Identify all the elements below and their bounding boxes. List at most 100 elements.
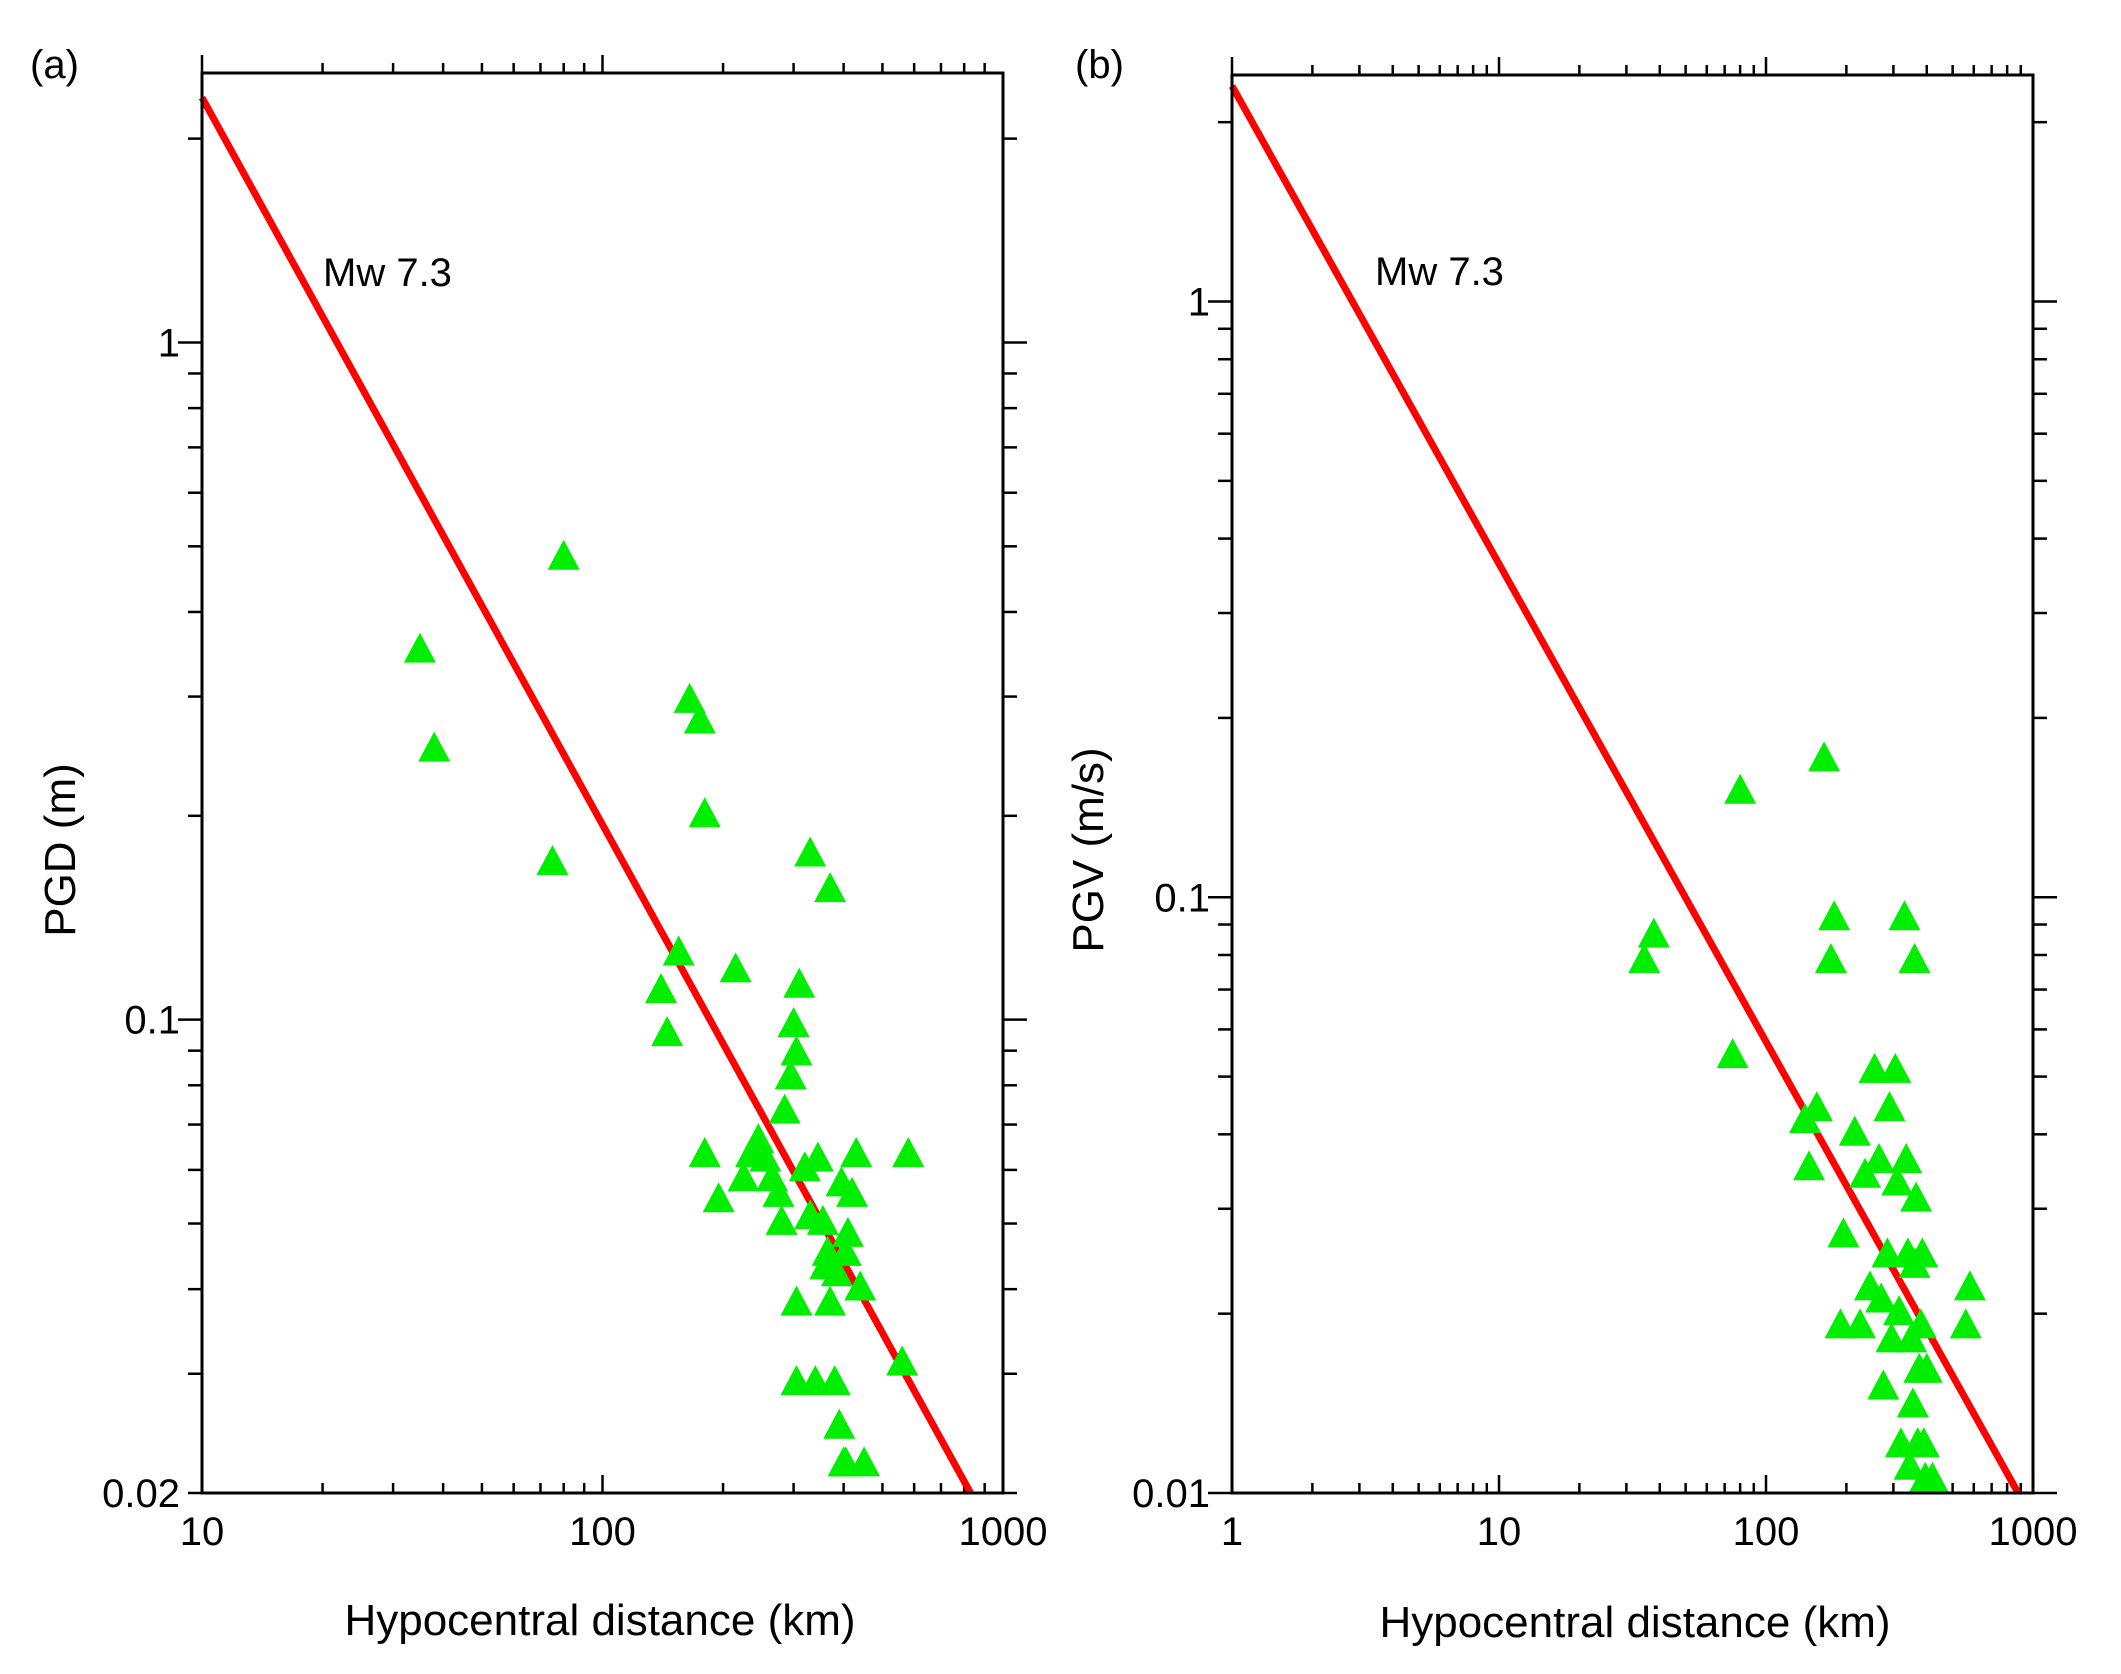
axis-ticks	[178, 55, 1027, 1495]
axes-frame	[1230, 73, 2035, 1495]
data-point-triangle	[840, 1136, 873, 1167]
data-point-triangle	[1893, 1449, 1926, 1480]
line-annotation: Mw 7.3	[1375, 250, 1504, 294]
data-point-triangle	[651, 1016, 684, 1047]
data-point-triangle	[403, 632, 436, 663]
data-point-triangle	[794, 836, 827, 867]
data-point-triangle	[673, 682, 706, 713]
data-point-triangle	[820, 1256, 853, 1287]
data-point-triangle	[892, 1136, 925, 1167]
data-point-triangle	[1910, 1352, 1943, 1383]
x-tick-label: 10	[1477, 1510, 1522, 1554]
y-tick-labels: 0.01 0.1 1	[1132, 281, 1210, 1516]
data-point-triangle	[777, 1007, 810, 1038]
data-point-triangle	[1881, 1165, 1914, 1196]
data-point-triangle	[1907, 1427, 1940, 1458]
data-point-triangle	[1637, 917, 1670, 948]
panel-b-pgv: 1 10 100 1000 0.01 0.1 1 Hypocentral distance…	[1064, 43, 2077, 1647]
data-point-triangle	[829, 1235, 862, 1266]
data-point-triangle	[1898, 942, 1931, 973]
data-point-triangle	[1827, 1217, 1860, 1248]
y-tick-labels: 0.02 0.1 1	[102, 321, 180, 1516]
data-point-triangle	[702, 1182, 735, 1213]
data-point-triangle	[844, 1270, 877, 1301]
panel-label: (b)	[1075, 43, 1124, 87]
axis-ticks	[1208, 57, 2057, 1495]
data-point-triangle	[780, 1285, 813, 1316]
data-point-triangle	[1879, 1052, 1912, 1083]
data-point-triangle	[727, 1161, 760, 1192]
data-point-triangle	[1904, 1308, 1937, 1339]
data-point-triangle	[848, 1446, 881, 1477]
y-axis-label: PGD (m)	[36, 763, 85, 937]
data-point-triangle	[801, 1141, 834, 1172]
x-tick-labels: 1 10 100 1000	[1221, 1510, 2078, 1554]
x-tick-label: 1	[1221, 1510, 1243, 1554]
data-point-triangle	[836, 1176, 869, 1207]
data-point-triangle	[814, 872, 847, 903]
data-point-triangle	[645, 973, 678, 1004]
y-tick-label: 1	[158, 321, 180, 365]
y-tick-label: 0.1	[124, 999, 180, 1043]
data-point-triangle	[1716, 1038, 1749, 1069]
data-point-triangle	[1793, 1150, 1826, 1181]
x-tick-labels: 10 100 1000	[180, 1510, 1048, 1554]
data-point-triangle	[1628, 942, 1661, 973]
data-point-triangle	[1883, 1295, 1916, 1326]
data-point-triangle	[1838, 1115, 1871, 1146]
data-points	[1628, 741, 1986, 1492]
data-point-triangle	[1867, 1369, 1900, 1400]
data-point-triangle	[768, 1093, 801, 1124]
data-point-triangle	[1808, 741, 1841, 772]
data-point-triangle	[814, 1285, 847, 1316]
data-point-triangle	[780, 1035, 813, 1066]
panel-a-pgd: 10 100 1000 0.02 0.1 1 Hypocentral distance …	[30, 43, 1047, 1645]
data-point-triangle	[418, 731, 451, 762]
data-point-triangle	[1863, 1142, 1896, 1173]
x-axis-label: Hypocentral distance (km)	[344, 1596, 855, 1645]
y-tick-label: 1	[1188, 281, 1210, 325]
data-point-triangle	[818, 1365, 851, 1396]
data-point-triangle	[1818, 900, 1851, 931]
data-point-triangle	[823, 1408, 856, 1439]
data-point-triangle	[1900, 1181, 1933, 1212]
x-tick-label: 1000	[1989, 1510, 2078, 1554]
data-point-triangle	[1865, 1282, 1898, 1313]
plot-frame	[1230, 73, 2035, 1495]
data-point-triangle	[831, 1216, 864, 1247]
axes-frame	[200, 71, 1005, 1495]
y-tick-label: 0.01	[1132, 1472, 1210, 1516]
data-point-triangle	[1814, 942, 1847, 973]
x-tick-label: 100	[1733, 1510, 1800, 1554]
data-point-triangle	[1724, 773, 1757, 804]
x-axis-label: Hypocentral distance (km)	[1379, 1598, 1890, 1647]
data-point-triangle	[683, 703, 716, 734]
data-point-triangle	[1888, 900, 1921, 931]
data-point-triangle	[762, 1176, 795, 1207]
y-axis-label: PGV (m/s)	[1064, 747, 1113, 952]
data-point-triangle	[774, 1059, 807, 1090]
data-point-triangle	[1890, 1142, 1923, 1173]
data-point-triangle	[547, 539, 580, 570]
data-point-triangle	[1858, 1052, 1891, 1083]
data-point-triangle	[886, 1345, 919, 1376]
data-point-triangle	[1873, 1091, 1906, 1122]
data-point-triangle	[1871, 1237, 1904, 1268]
y-tick-label: 0.02	[102, 1472, 180, 1516]
data-point-triangle	[1896, 1387, 1929, 1418]
data-point-triangle	[1800, 1091, 1833, 1122]
data-point-triangle	[1949, 1308, 1982, 1339]
data-points	[403, 539, 925, 1477]
data-point-triangle	[662, 935, 695, 966]
data-point-triangle	[688, 1136, 721, 1167]
data-point-triangle	[783, 967, 816, 998]
data-point-triangle	[688, 797, 721, 828]
data-point-triangle	[719, 952, 752, 983]
x-tick-label: 10	[180, 1510, 225, 1554]
data-point-triangle	[806, 1204, 839, 1235]
y-tick-label: 0.1	[1154, 876, 1210, 920]
panel-label: (a)	[30, 43, 79, 87]
data-point-triangle	[1953, 1270, 1986, 1301]
data-point-triangle	[1906, 1237, 1939, 1268]
